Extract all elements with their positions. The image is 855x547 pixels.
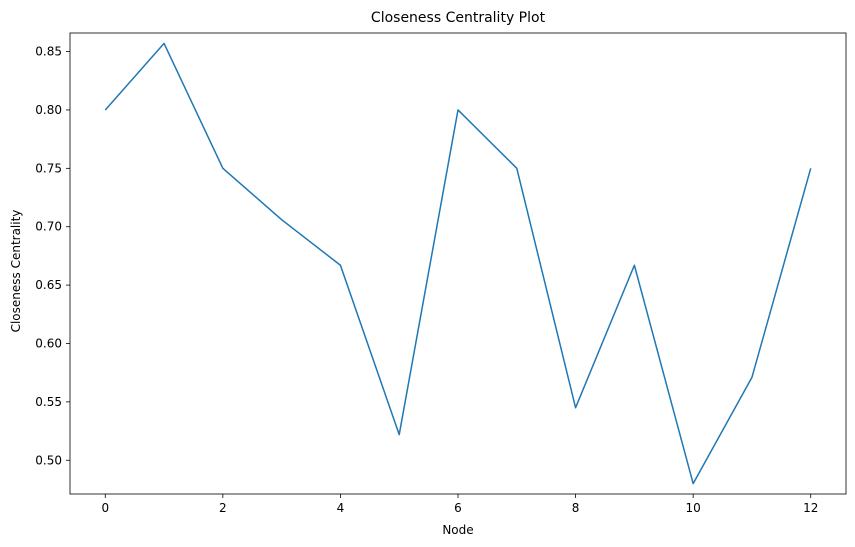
y-tick-label: 0.55 [35, 395, 62, 409]
y-tick-label: 0.80 [35, 103, 62, 117]
y-tick-label: 0.65 [35, 278, 62, 292]
x-tick-label: 8 [572, 501, 580, 515]
x-tick-label: 12 [803, 501, 818, 515]
x-tick-label: 0 [101, 501, 109, 515]
x-tick-label: 4 [337, 501, 345, 515]
chart-title: Closeness Centrality Plot [371, 10, 546, 26]
x-tick-label: 2 [219, 501, 227, 515]
x-axis-label: Node [442, 523, 473, 537]
series-line [104, 42, 812, 485]
y-axis: 0.50 0.55 0.60 0.65 0.70 0.75 0.80 0.85 [35, 45, 70, 467]
y-axis-label: Closeness Centrality [9, 210, 23, 333]
y-tick-label: 0.85 [35, 45, 62, 59]
x-axis: 0 2 4 6 8 10 12 [101, 494, 818, 515]
y-tick-label: 0.75 [35, 161, 62, 175]
y-tick-label: 0.70 [35, 220, 62, 234]
x-tick-label: 10 [686, 501, 701, 515]
y-tick-label: 0.60 [35, 336, 62, 350]
plot-area [69, 32, 847, 495]
y-tick-label: 0.50 [35, 453, 62, 467]
x-tick-label: 6 [454, 501, 462, 515]
axes-frame [69, 32, 847, 495]
